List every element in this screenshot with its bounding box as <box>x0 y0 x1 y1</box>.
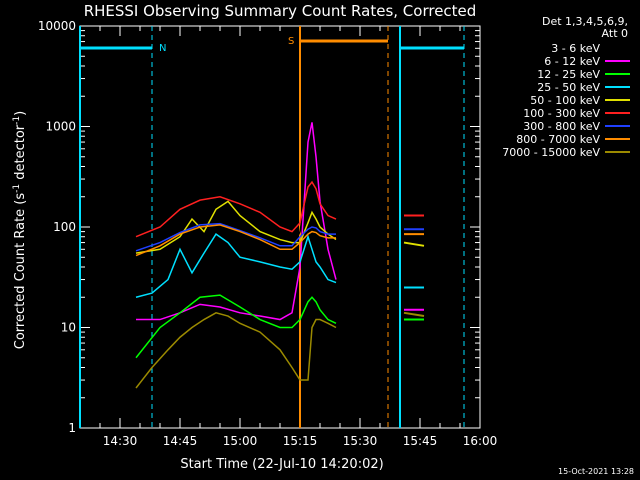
legend-label: 6 - 12 keV <box>544 55 600 68</box>
series-line <box>135 312 337 389</box>
x-tick-label: 15:00 <box>223 434 258 448</box>
legend-label: 12 - 25 keV <box>537 68 600 81</box>
series-line <box>135 224 336 257</box>
series-line <box>135 222 336 252</box>
plot-area: 1 10 100 1000 10000 14:30 14:45 15:00 15:15 15:30… <box>38 19 497 448</box>
legend-label: 800 - 7000 keV <box>516 133 600 146</box>
series-line-post-gap <box>403 311 425 318</box>
y-tick-label: 10 <box>61 321 76 335</box>
series-line <box>135 294 337 359</box>
series-line-post-gap <box>403 241 425 247</box>
x-axis-label: Start Time (22-Jul-10 14:20:02) <box>180 457 383 472</box>
y-axis-label-sup1: -1 <box>12 184 22 193</box>
series-line <box>135 180 337 238</box>
y-axis-label: Corrected Count Rate (s-1 detector-1) <box>12 111 28 349</box>
y-tick-label: 1000 <box>45 120 76 134</box>
y-axis-label-sup2: -1 <box>12 116 22 125</box>
flag-label: S <box>288 36 294 47</box>
x-tick-label: 15:30 <box>343 434 378 448</box>
series-line-post-gap <box>403 342 425 348</box>
legend-label: 7000 - 15000 keV <box>502 146 600 159</box>
y-tick-label: 100 <box>53 220 76 234</box>
footer-date: 15-Oct-2021 13:28 <box>558 467 634 476</box>
x-tick-label: 15:45 <box>403 434 438 448</box>
y-axis-label-end: ) <box>13 111 28 116</box>
y-axis-label-mid: detector <box>13 124 28 184</box>
legend-label: 300 - 800 keV <box>523 120 600 133</box>
chart-title: RHESSI Observing Summary Count Rates, Co… <box>84 2 477 20</box>
x-tick-label: 16:00 <box>463 434 498 448</box>
y-axis-label-main: Corrected Count Rate (s <box>13 193 28 350</box>
y-tick-label: 10000 <box>38 19 76 33</box>
series-line <box>136 122 337 321</box>
legend-label: 100 - 300 keV <box>523 107 600 120</box>
y-tick-label: 1 <box>68 421 76 435</box>
legend-header-attenuator: Att 0 <box>602 27 628 40</box>
legend-label: 3 - 6 keV <box>551 42 600 55</box>
legend-label: 50 - 100 keV <box>530 94 600 107</box>
series-line <box>135 233 337 298</box>
legend-header-detectors: Det 1,3,4,5,6,9, <box>542 15 628 28</box>
series-line <box>135 200 337 254</box>
flag-label: N <box>159 43 166 54</box>
legend-label: 25 - 50 keV <box>537 81 600 94</box>
x-tick-label: 14:45 <box>163 434 198 448</box>
x-tick-label: 15:15 <box>283 434 318 448</box>
x-tick-label: 14:30 <box>103 434 138 448</box>
